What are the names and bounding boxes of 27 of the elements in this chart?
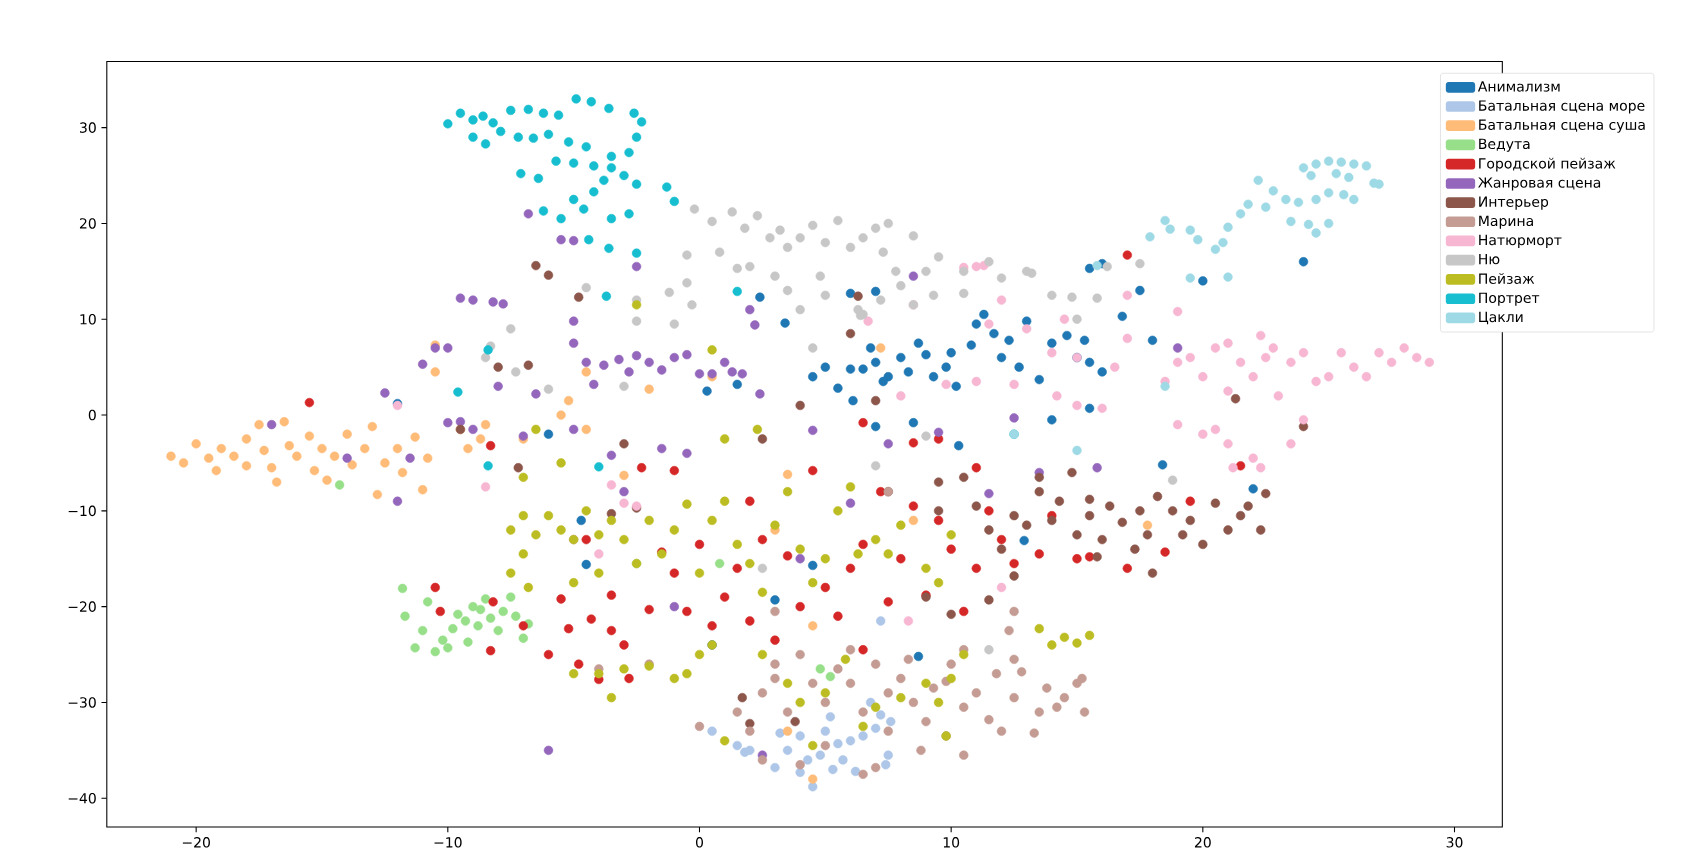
x-tick-label: 30 [1446, 837, 1463, 848]
legend-label: Городской пейзаж [1479, 157, 1616, 172]
y-tick-label: 0 [88, 409, 96, 421]
legend-label: Пейзаж [1479, 273, 1535, 284]
y-tick-label: 30 [80, 122, 96, 133]
legend-label: Ведута [1479, 138, 1530, 152]
y-tick-label: −30 [68, 697, 96, 708]
legend-label: Батальная сцена суша [1479, 119, 1645, 133]
legend-label: Анимализм [1477, 81, 1560, 92]
x-tick-label: 20 [1194, 837, 1211, 848]
x-tick-label: 0 [695, 837, 703, 848]
x-tick-label: −10 [434, 837, 462, 848]
y-tick-label: −40 [68, 792, 96, 804]
x-tick-label: −20 [182, 837, 210, 848]
legend-label: Цакли [1479, 311, 1523, 325]
legend-label: Ню [1479, 253, 1500, 265]
legend-label: Батальная сцена море [1479, 100, 1645, 114]
x-tick-label: 10 [943, 837, 960, 848]
y-tick-label: 10 [80, 313, 96, 325]
y-tick-label: −10 [68, 505, 96, 517]
legend-label: Интерьер [1479, 196, 1549, 210]
legend-label: Натюрморт [1479, 234, 1562, 248]
legend-label: Портрет [1479, 292, 1540, 306]
legend-label: Марина [1479, 215, 1533, 229]
y-tick-label: −20 [68, 601, 96, 612]
y-tick-label: 20 [79, 218, 96, 229]
legend-label: Жанровая сцена [1478, 177, 1601, 191]
